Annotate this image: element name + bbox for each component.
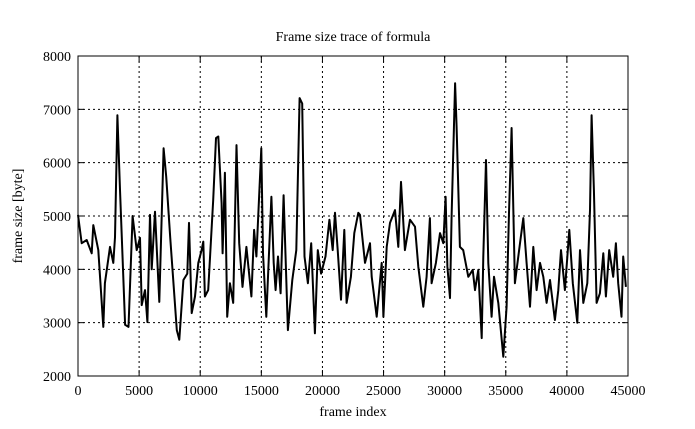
chart-title: Frame size trace of formula xyxy=(276,30,431,45)
y-tick-label: 5000 xyxy=(43,210,71,225)
y-tick-label: 4000 xyxy=(43,263,71,278)
axis-ticks: 0 5000 10000 15000 20000 25000 30000 35000 40000… xyxy=(43,50,646,399)
x-tick-label: 15000 xyxy=(244,384,279,399)
y-tick-label: 8000 xyxy=(43,50,71,65)
x-tick-label: 0 xyxy=(75,384,82,399)
x-tick-label: 30000 xyxy=(427,384,462,399)
y-axis-label: frame size [byte] xyxy=(11,169,26,264)
frame-size-line xyxy=(77,82,627,358)
plot-frame xyxy=(77,55,629,377)
grid xyxy=(78,56,628,376)
x-tick-label: 40000 xyxy=(549,384,584,399)
x-tick-label: 25000 xyxy=(366,384,401,399)
y-tick-label: 7000 xyxy=(43,103,71,118)
y-tick-label: 2000 xyxy=(43,370,71,385)
x-tick-label: 45000 xyxy=(611,384,646,399)
y-tick-label: 3000 xyxy=(43,317,71,332)
x-axis-label: frame index xyxy=(319,405,386,420)
x-tick-label: 20000 xyxy=(305,384,340,399)
x-tick-label: 5000 xyxy=(125,384,153,399)
x-tick-label: 35000 xyxy=(488,384,523,399)
x-tick-label: 10000 xyxy=(183,384,218,399)
y-tick-label: 6000 xyxy=(43,157,71,172)
